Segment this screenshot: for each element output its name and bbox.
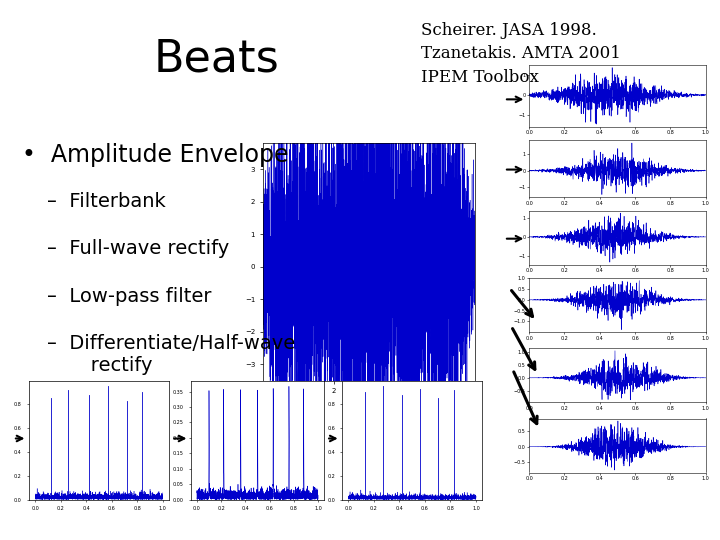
Text: –  Filterbank: – Filterbank	[47, 192, 166, 211]
Text: •  Amplitude Envelope: • Amplitude Envelope	[22, 143, 288, 167]
Text: –  Full-wave rectify: – Full-wave rectify	[47, 239, 229, 258]
Text: –  Differentiate/Half-wave
       rectify: – Differentiate/Half-wave rectify	[47, 334, 295, 375]
Text: x 10⁴: x 10⁴	[457, 404, 475, 410]
Text: Scheirer. JASA 1998.
Tzanetakis. AMTA 2001
IPEM Toolbox: Scheirer. JASA 1998. Tzanetakis. AMTA 20…	[421, 22, 621, 86]
Text: –  Low-pass filter: – Low-pass filter	[47, 287, 211, 306]
Text: Beats: Beats	[153, 38, 279, 81]
